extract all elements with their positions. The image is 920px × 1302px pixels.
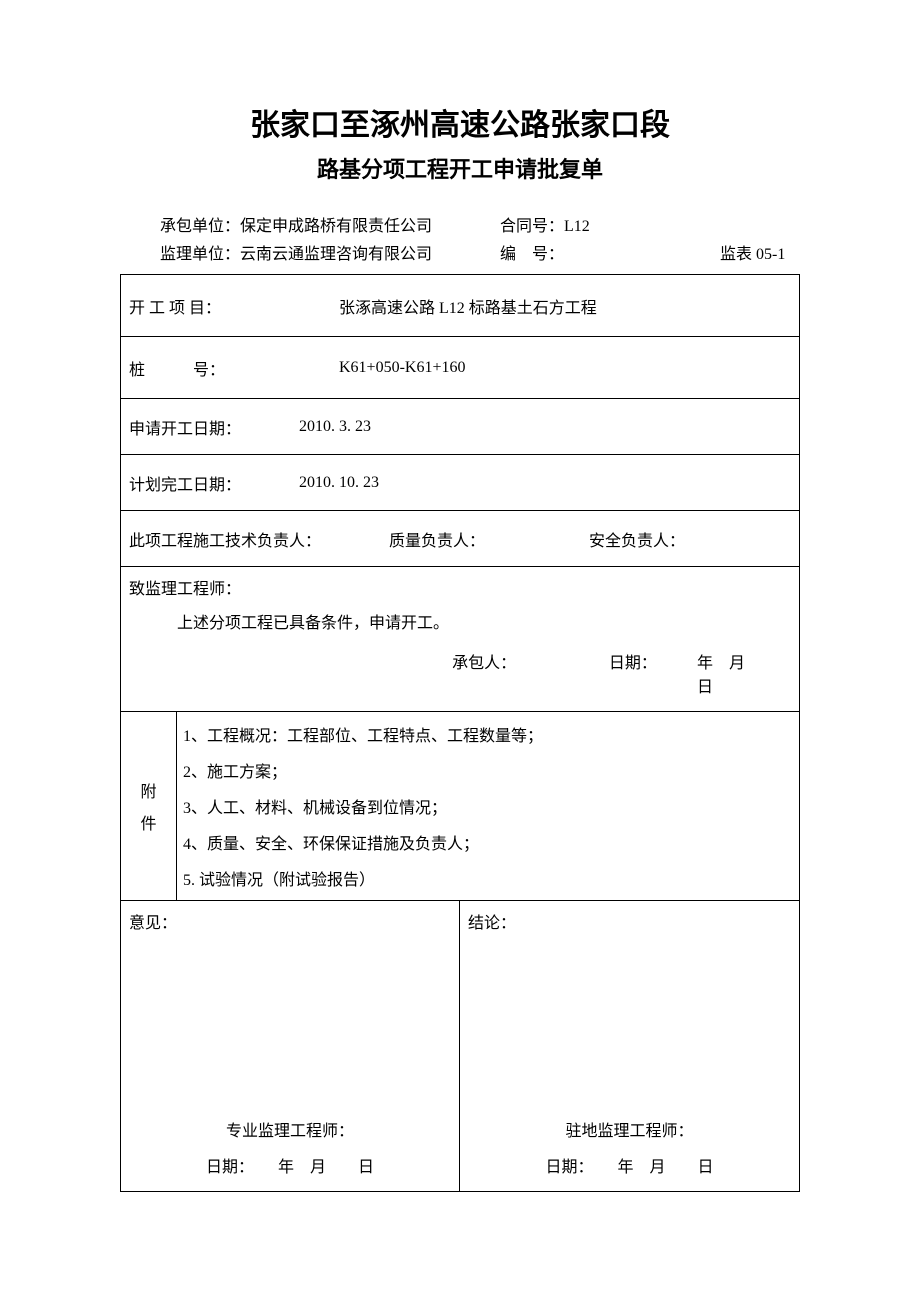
form-table: 开 工 项 目： 张涿高速公路 L12 标路基土石方工程 桩 号： K61+05…	[120, 274, 800, 1192]
serial-label: 编 号：	[500, 246, 564, 263]
opinion-right-role: 驻地监理工程师：	[468, 1117, 791, 1141]
form-code: 监表 05-1	[720, 246, 785, 263]
resp-quality: 质量负责人：	[389, 527, 589, 551]
apply-date-label: 申请开工日期：	[129, 415, 279, 439]
row-responsible: 此项工程施工技术负责人： 质量负责人： 安全负责人：	[121, 511, 799, 567]
contract-no-label: 合同号：	[500, 218, 564, 235]
attach-body: 1、工程概况：工程部位、工程特点、工程数量等； 2、施工方案； 3、人工、材料、…	[177, 712, 799, 900]
plan-date-value: 2010. 10. 23	[299, 474, 379, 492]
supervisor-label: 监理单位：	[160, 246, 240, 263]
contractor-value: 保定申成路桥有限责任公司	[240, 218, 432, 235]
header-info: 承包单位：保定申成路桥有限责任公司 合同号：L12 监理单位：云南云通监理咨询有…	[160, 212, 800, 264]
project-label: 开 工 项 目：	[129, 294, 279, 318]
title-main: 张家口至涿州高速公路张家口段	[120, 100, 800, 144]
memo-contractor-label: 承包人：	[452, 649, 609, 697]
attach-item: 1、工程概况：工程部位、工程特点、工程数量等；	[183, 722, 793, 746]
memo-line2: 上述分项工程已具备条件，申请开工。	[177, 609, 791, 633]
memo-line1: 致监理工程师：	[129, 575, 791, 599]
attach-label-1: 附	[140, 778, 156, 802]
opinion-right-date-label: 日期：	[545, 1159, 585, 1176]
row-pile: 桩 号： K61+050-K61+160	[121, 337, 799, 399]
opinion-left-date-label: 日期：	[206, 1159, 246, 1176]
pile-value: K61+050-K61+160	[339, 359, 465, 377]
plan-date-label: 计划完工日期：	[129, 471, 279, 495]
supervisor-value: 云南云通监理咨询有限公司	[240, 246, 432, 263]
row-apply-date: 申请开工日期： 2010. 3. 23	[121, 399, 799, 455]
opinion-right-label: 结论：	[468, 909, 791, 933]
opinion-left-role: 专业监理工程师：	[129, 1117, 451, 1141]
apply-date-value: 2010. 3. 23	[299, 418, 371, 436]
attach-row: 附 件 1、工程概况：工程部位、工程特点、工程数量等； 2、施工方案； 3、人工…	[121, 712, 799, 901]
attach-item: 5. 试验情况（附试验报告）	[183, 866, 793, 890]
attach-item: 2、施工方案；	[183, 758, 793, 782]
row-project: 开 工 项 目： 张涿高速公路 L12 标路基土石方工程	[121, 275, 799, 337]
opinion-row: 意见： 专业监理工程师： 日期： 年 月 日 结论： 驻地监理工程师： 日期： …	[121, 901, 799, 1191]
opinion-left-label: 意见：	[129, 909, 451, 933]
opinion-right-date-suffix: 年 月 日	[618, 1159, 714, 1176]
memo-date-suffix: 年 月 日	[697, 649, 791, 697]
attach-item: 3、人工、材料、机械设备到位情况；	[183, 794, 793, 818]
row-plan-date: 计划完工日期： 2010. 10. 23	[121, 455, 799, 511]
resp-tech: 此项工程施工技术负责人：	[129, 527, 389, 551]
memo-date-label: 日期：	[609, 655, 657, 672]
memo-block: 致监理工程师： 上述分项工程已具备条件，申请开工。 承包人： 日期： 年 月 日	[121, 567, 799, 712]
attach-label-2: 件	[140, 810, 156, 834]
title-sub: 路基分项工程开工申请批复单	[120, 152, 800, 184]
project-value: 张涿高速公路 L12 标路基土石方工程	[339, 294, 597, 318]
contractor-label: 承包单位：	[160, 218, 240, 235]
contract-no-value: L12	[564, 218, 590, 235]
opinion-left-date-suffix: 年 月 日	[278, 1159, 374, 1176]
pile-label: 桩 号：	[129, 356, 279, 380]
resp-safety: 安全负责人：	[589, 527, 791, 551]
attach-item: 4、质量、安全、环保保证措施及负责人；	[183, 830, 793, 854]
